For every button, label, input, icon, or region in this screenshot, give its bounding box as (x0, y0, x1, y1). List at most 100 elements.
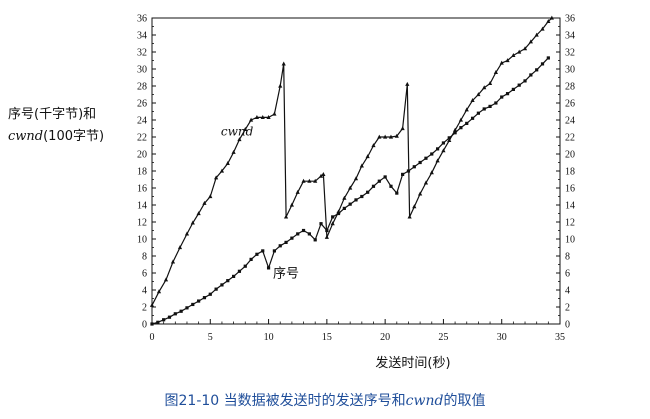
y-axis-label-cwnd: cwnd (8, 129, 43, 144)
point-cwnd (248, 117, 254, 122)
caption-cwnd: cwnd (405, 393, 444, 409)
point-序号 (197, 299, 201, 303)
y-tick-label-right: 10 (565, 235, 575, 246)
point-cwnd (534, 32, 539, 37)
point-cwnd (149, 302, 155, 307)
point-序号 (208, 292, 212, 296)
point-序号 (173, 312, 177, 316)
y-tick-label-left: 16 (137, 184, 147, 195)
point-cwnd (546, 19, 551, 23)
y-tick-label-left: 34 (137, 31, 147, 42)
y-tick-label-left: 12 (137, 218, 147, 229)
point-序号 (313, 238, 317, 242)
point-cwnd (318, 173, 324, 178)
point-序号 (290, 236, 294, 240)
point-cwnd (412, 204, 417, 209)
point-cwnd (202, 200, 207, 205)
point-序号 (272, 249, 276, 253)
point-序号 (284, 240, 288, 244)
point-序号 (377, 179, 381, 183)
annotation-cwnd: cwnd (221, 124, 254, 138)
point-cwnd (225, 160, 230, 165)
point-序号 (162, 318, 166, 322)
point-序号 (150, 322, 154, 326)
point-cwnd (177, 245, 183, 250)
point-序号 (243, 264, 247, 268)
point-序号 (465, 121, 469, 125)
point-序号 (360, 194, 364, 199)
point-序号 (535, 68, 539, 72)
point-cwnd (429, 170, 434, 175)
point-cwnd (499, 60, 504, 65)
point-序号 (348, 202, 352, 206)
point-cwnd (283, 214, 289, 219)
point-序号 (412, 165, 416, 169)
point-序号 (500, 95, 504, 99)
point-cwnd (156, 289, 162, 294)
y-tick-label-right: 30 (565, 65, 575, 76)
x-tick-label: 10 (264, 332, 274, 343)
point-序号 (389, 184, 393, 188)
point-cwnd (196, 211, 201, 216)
point-序号 (401, 172, 405, 176)
y-tick-label-right: 32 (565, 48, 575, 59)
point-序号 (395, 191, 399, 195)
point-cwnd (289, 202, 294, 207)
y-tick-label-right: 0 (565, 320, 570, 331)
y-tick-label-right: 6 (565, 269, 570, 280)
y-tick-label-right: 12 (565, 218, 575, 229)
point-cwnd (266, 115, 271, 120)
point-cwnd (423, 180, 429, 185)
point-cwnd (435, 158, 440, 163)
point-序号 (266, 266, 271, 270)
point-序号 (167, 315, 172, 319)
annotation-seq: 序号 (273, 266, 299, 281)
point-序号 (366, 190, 370, 194)
y-tick-label-left: 0 (142, 320, 147, 331)
point-序号 (255, 252, 259, 256)
y-tick-label-right: 28 (565, 82, 575, 93)
point-cwnd (470, 98, 475, 103)
point-cwnd (219, 168, 225, 173)
point-cwnd (405, 81, 410, 86)
y-tick-label-left: 24 (137, 116, 147, 127)
point-cwnd (528, 39, 533, 44)
y-axis-label-unit: (100字节) (43, 129, 104, 144)
point-cwnd (260, 115, 265, 120)
point-序号 (331, 215, 335, 219)
point-序号 (540, 62, 545, 66)
point-序号 (237, 269, 242, 273)
point-cwnd (458, 117, 464, 122)
point-cwnd (254, 115, 260, 120)
point-序号 (185, 306, 189, 310)
caption-prefix: 图21-10 当数据被发送时的发送序号和 (164, 393, 406, 409)
point-cwnd (407, 214, 412, 219)
y-tick-label-left: 22 (137, 133, 147, 144)
point-cwnd (301, 178, 306, 183)
point-cwnd (522, 46, 528, 51)
point-序号 (482, 107, 486, 111)
point-cwnd (190, 220, 195, 225)
point-序号 (249, 257, 253, 261)
point-序号 (261, 249, 265, 253)
point-序号 (232, 274, 236, 278)
point-cwnd (295, 189, 300, 194)
point-序号 (336, 211, 341, 216)
point-cwnd (511, 53, 516, 57)
point-序号 (406, 169, 411, 173)
point-序号 (436, 147, 440, 151)
x-axis-label: 发送时间(秒) (375, 355, 450, 371)
point-cwnd (278, 83, 283, 88)
point-cwnd (549, 15, 554, 20)
point-cwnd (231, 149, 236, 154)
point-序号 (278, 244, 282, 248)
point-cwnd (330, 221, 335, 226)
y-tick-label-right: 22 (565, 133, 575, 144)
x-tick-label: 30 (497, 332, 507, 343)
y-tick-label-left: 28 (137, 82, 147, 93)
x-tick-label: 5 (208, 332, 213, 343)
y-tick-label-right: 2 (565, 303, 570, 314)
point-cwnd (482, 85, 487, 90)
point-cwnd (447, 138, 452, 142)
y-tick-label-left: 2 (142, 303, 147, 314)
